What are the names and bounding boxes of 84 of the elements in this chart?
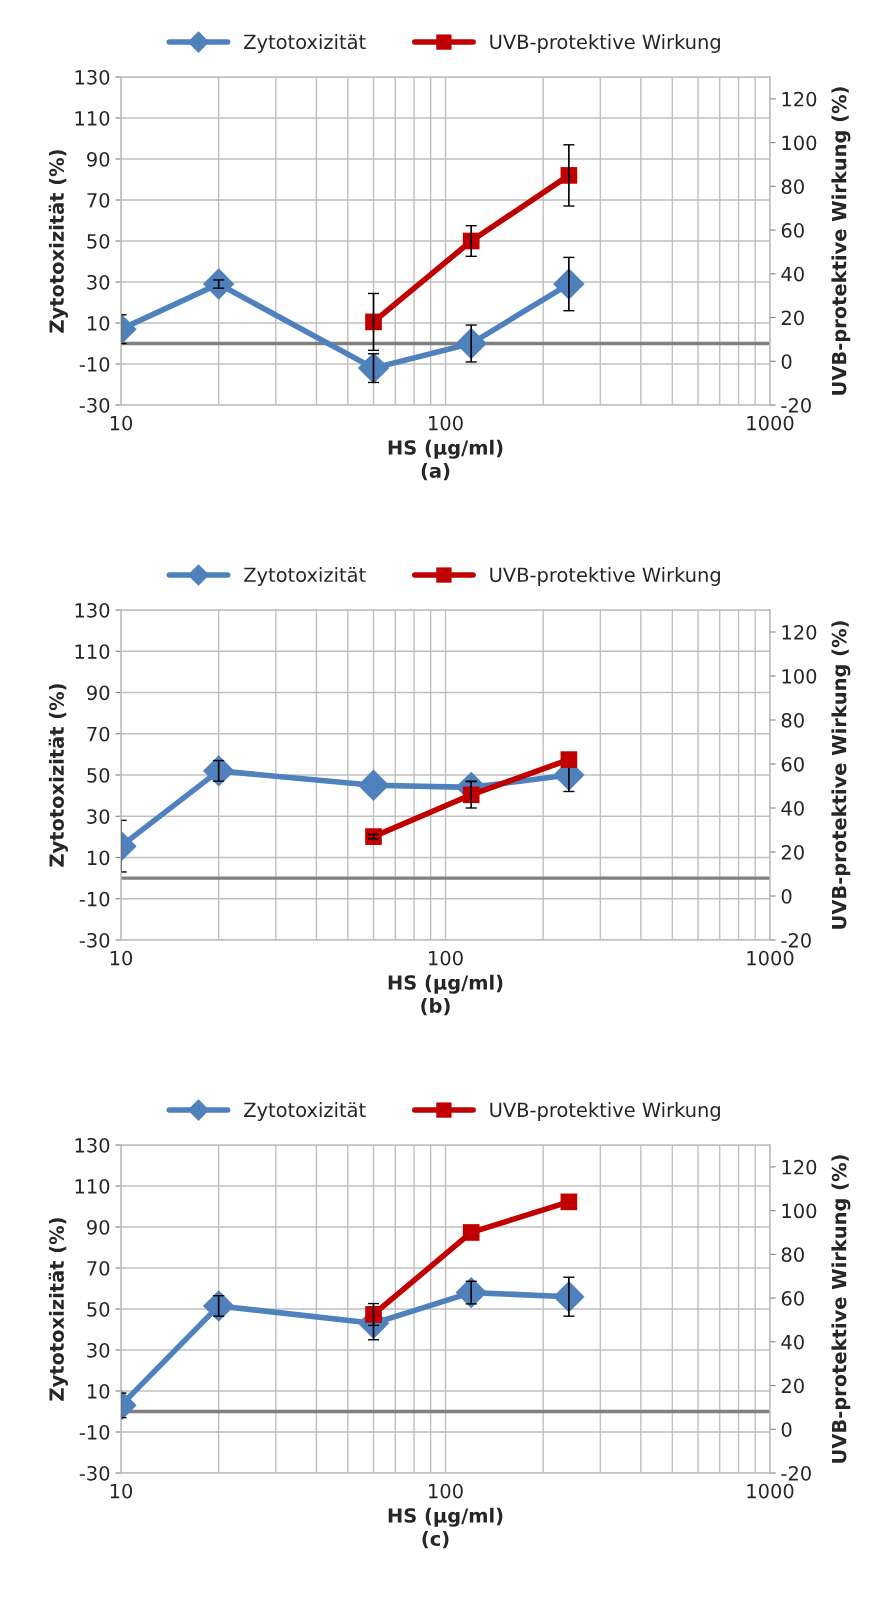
y-tick-label: -10 xyxy=(79,891,110,907)
x-tick-label: 1000 xyxy=(747,1483,794,1499)
x-axis-title: HS (µg/ml) xyxy=(388,1507,503,1527)
y2-tick-label: 20 xyxy=(781,844,804,860)
y2-axis-title: UVB-protektive Wirkung (%) xyxy=(831,1155,851,1463)
y2-axis-title: UVB-protektive Wirkung (%) xyxy=(831,621,851,929)
text: (b) xyxy=(421,998,450,1016)
x-tick-label: 1000 xyxy=(747,415,794,431)
point xyxy=(365,313,382,331)
y2-tick-label: 120 xyxy=(782,1159,817,1175)
y-tick-label: 30 xyxy=(87,809,110,824)
y-tick-label: 130 xyxy=(75,602,110,618)
y-tick-label: 90 xyxy=(87,151,110,167)
x-tick-label: 100 xyxy=(429,950,463,966)
y2-tick-label: 60 xyxy=(781,756,804,772)
y-tick-label: -30 xyxy=(79,932,110,948)
legend-label: Zytotoxizität xyxy=(244,1102,366,1121)
y2-tick-label: 20 xyxy=(781,1378,804,1394)
y-tick-label: 130 xyxy=(75,69,110,85)
y-axis-title: Zytotoxizität (%) xyxy=(48,1218,68,1401)
x-tick-label: 10 xyxy=(110,950,133,966)
y-tick-label: 110 xyxy=(75,110,110,126)
y2-axis-title: UVB-protektive Wirkung (%) xyxy=(831,87,851,395)
x-tick-label: 100 xyxy=(429,1483,463,1499)
y2-tick-label: 80 xyxy=(781,712,804,728)
y2-tick-label: -20 xyxy=(781,1465,811,1481)
legend-label: UVB-protektive Wirkung xyxy=(490,34,720,53)
y2-tick-label: 60 xyxy=(781,223,804,238)
y-tick-label: 10 xyxy=(87,850,110,866)
point xyxy=(365,1306,382,1323)
y-tick-label: 70 xyxy=(87,726,110,742)
y-tick-label: -30 xyxy=(79,1465,110,1481)
y2-tick-label: 120 xyxy=(782,91,817,107)
y2-tick-label: 100 xyxy=(782,668,817,684)
x-axis-title: HS (µg/ml) xyxy=(388,974,503,994)
point xyxy=(560,751,578,768)
y-tick-label: 50 xyxy=(87,1301,110,1317)
x-tick-label: 10 xyxy=(110,415,133,431)
text: (a) xyxy=(421,463,450,481)
y-tick-label: 110 xyxy=(75,1178,110,1194)
y-tick-label: 90 xyxy=(87,1219,110,1235)
y2-tick-label: 40 xyxy=(781,1334,804,1350)
y-tick-label: 10 xyxy=(87,315,110,331)
y-tick-label: 50 xyxy=(87,767,110,783)
y-tick-label: -30 xyxy=(79,397,110,413)
y-tick-label: 30 xyxy=(87,274,110,290)
x-tick-label: 10 xyxy=(110,1483,133,1499)
y2-tick-label: 0 xyxy=(781,354,792,369)
y2-tick-label: -20 xyxy=(781,932,811,948)
legend-label: UVB-protektive Wirkung xyxy=(490,567,720,586)
x-axis-title: HS (µg/ml) xyxy=(388,439,503,459)
x-tick-label: 1000 xyxy=(747,950,794,966)
y-axis-title: Zytotoxizität (%) xyxy=(48,150,68,333)
y2-tick-label: 0 xyxy=(781,1422,792,1437)
point xyxy=(560,1193,578,1211)
legend-label: Zytotoxizität xyxy=(244,34,366,53)
text: (c) xyxy=(422,1531,449,1549)
y2-tick-label: 40 xyxy=(781,800,804,816)
y-tick-label: 70 xyxy=(87,1260,110,1276)
x-tick-label: 100 xyxy=(429,415,463,431)
y-tick-label: 90 xyxy=(87,685,110,701)
y-tick-label: 30 xyxy=(87,1342,110,1358)
point xyxy=(365,828,382,845)
y2-tick-label: 120 xyxy=(782,624,817,640)
y2-tick-label: -20 xyxy=(781,397,811,413)
y2-tick-label: 80 xyxy=(781,179,804,194)
legend-label: UVB-protektive Wirkung xyxy=(490,1102,720,1121)
y2-tick-label: 20 xyxy=(781,310,804,326)
y2-tick-label: 40 xyxy=(781,266,804,282)
y-axis-title: Zytotoxizität (%) xyxy=(48,684,68,867)
y-tick-label: 130 xyxy=(75,1137,110,1153)
y-tick-label: 50 xyxy=(87,233,110,249)
point xyxy=(462,1224,480,1241)
y2-tick-label: 0 xyxy=(781,888,792,904)
y-tick-label: -10 xyxy=(79,1424,110,1440)
y-tick-label: 70 xyxy=(87,192,110,208)
legend-label: Zytotoxizität xyxy=(244,567,366,586)
y-tick-label: 110 xyxy=(75,644,110,659)
y2-tick-label: 60 xyxy=(781,1291,804,1306)
y2-tick-label: 100 xyxy=(782,1203,817,1219)
y2-tick-label: 100 xyxy=(782,135,817,151)
y-tick-label: 10 xyxy=(87,1383,110,1399)
y-tick-label: -10 xyxy=(79,356,110,372)
y2-tick-label: 80 xyxy=(781,1247,804,1262)
